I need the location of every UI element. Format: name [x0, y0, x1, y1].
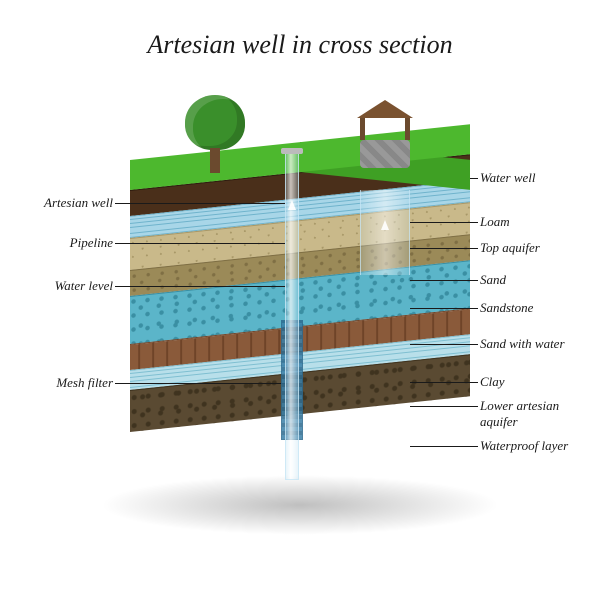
leader-right-5: [410, 344, 478, 345]
label-right-4: Sandstone: [480, 300, 533, 316]
label-right-1: Loam: [480, 214, 510, 230]
label-left-1: Pipeline: [18, 235, 113, 251]
label-right-6: Clay: [480, 374, 505, 390]
label-left-0: Artesian well: [18, 195, 113, 211]
well-flow-arrow: [381, 220, 389, 230]
leader-left-2: [115, 286, 285, 287]
pipe-cap: [281, 148, 303, 154]
label-right-0: Water well: [480, 170, 536, 186]
leader-right-8: [410, 446, 478, 447]
leader-right-2: [410, 248, 478, 249]
leader-right-3: [410, 280, 478, 281]
label-right-7: Lower artesianaquifer: [480, 398, 559, 430]
diagram-title: Artesian well in cross section: [0, 30, 600, 60]
label-left-2: Water level: [18, 278, 113, 294]
label-right-5: Sand with water: [480, 336, 565, 352]
leader-left-3: [115, 383, 285, 384]
cross-section-diagram: [130, 100, 470, 520]
leader-right-7: [410, 406, 478, 407]
label-right-2: Top aquifer: [480, 240, 540, 256]
label-left-3: Mesh filter: [18, 375, 113, 391]
ground-shadow: [100, 475, 500, 535]
leader-left-0: [115, 203, 285, 204]
label-right-8: Waterproof layer: [480, 438, 568, 454]
leader-right-4: [410, 308, 478, 309]
leader-right-1: [410, 222, 478, 223]
tree-icon: [185, 95, 245, 173]
label-right-3: Sand: [480, 272, 506, 288]
leader-right-6: [410, 382, 478, 383]
water-well-icon: [360, 100, 410, 168]
leader-left-1: [115, 243, 285, 244]
pipe-flow-arrow: [288, 200, 296, 210]
well-cylinder: [360, 190, 410, 275]
